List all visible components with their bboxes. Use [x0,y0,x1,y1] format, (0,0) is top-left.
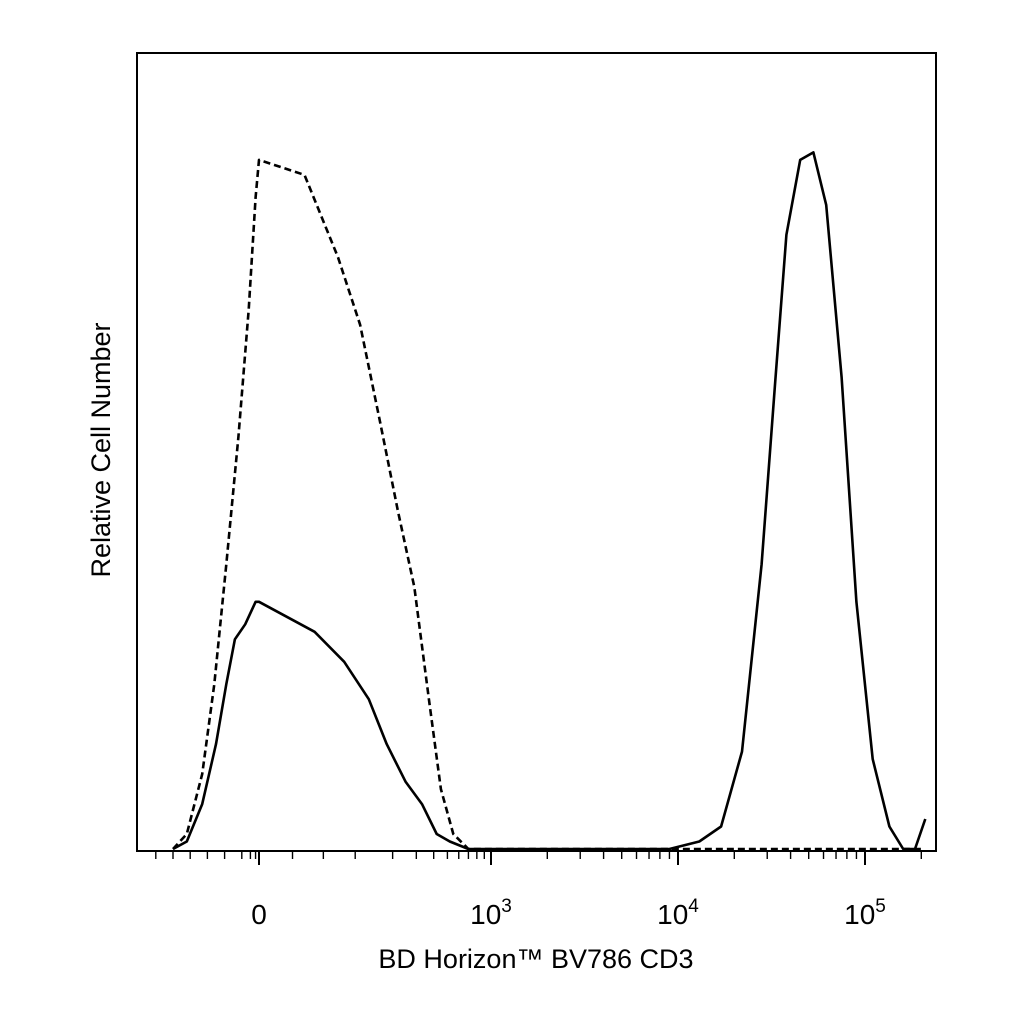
x-tick-label-base: 10 [844,899,875,930]
x-tick-label-exponent: 3 [501,896,512,917]
x-axis-label: BD Horizon™ BV786 CD3 [378,944,693,974]
x-tick-label-base: 10 [657,899,688,930]
solid-histogram-series [172,151,927,851]
x-tick-label: 103 [470,896,512,930]
x-tick-labels: 0 103 104 105 [251,896,886,930]
x-tick-label-exponent: 5 [875,896,886,917]
x-tick-label-base: 10 [470,899,501,930]
x-tick-label-exponent: 4 [688,896,699,917]
x-tick-label: 104 [657,896,699,930]
x-tick-label: 0 [251,899,267,930]
y-axis-label: Relative Cell Number [86,322,116,577]
series-layer [172,151,927,851]
x-tick-label: 105 [844,896,886,930]
x-tick-label-base: 0 [251,899,267,930]
x-axis-ticks [155,851,922,865]
plot-frame [136,52,937,852]
